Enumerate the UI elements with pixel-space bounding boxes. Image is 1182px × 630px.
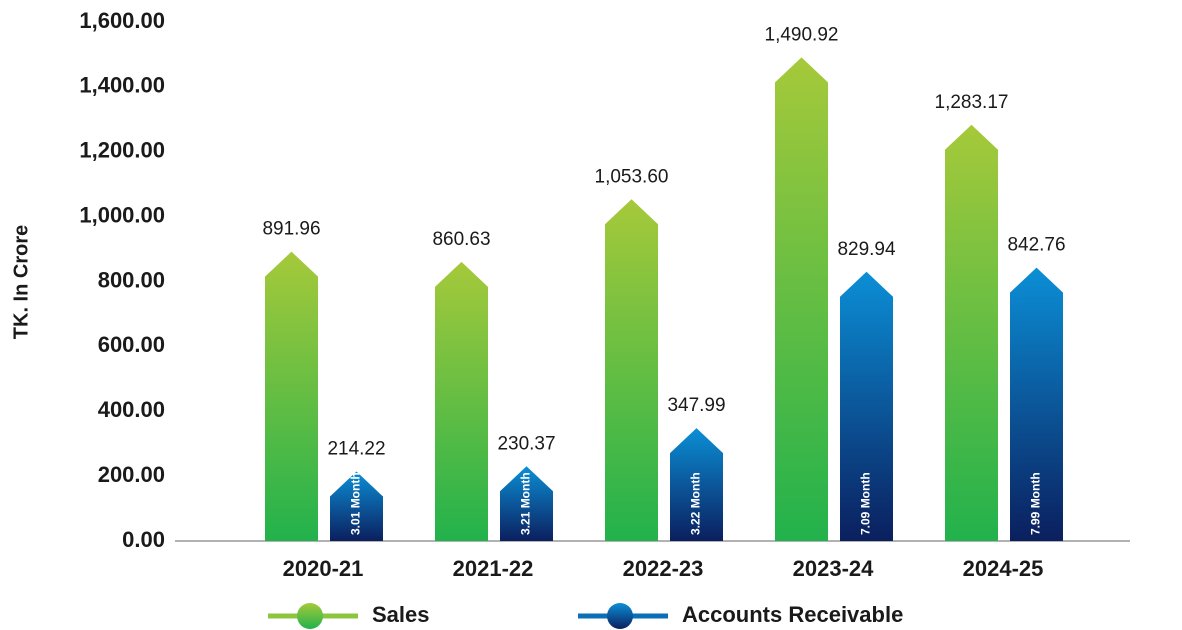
value-label: 891.96 [262,219,320,240]
y-tick-label: 1,200.00 [79,138,165,163]
month-label: 3.01 Month [349,472,363,535]
bar [840,271,893,541]
bar [945,124,998,541]
y-tick-label: 1,600.00 [79,8,165,33]
bar [435,261,488,541]
x-tick-label: 2023-24 [793,556,875,581]
legend-label: Accounts Receivable [682,602,903,627]
y-tick-label: 400.00 [98,397,165,422]
month-label: 7.99 Month [1029,472,1043,535]
legend-marker [607,603,633,629]
legend-label: Sales [372,602,430,627]
value-label: 230.37 [497,433,555,454]
value-label: 347.99 [667,395,725,416]
y-tick-label: 1,000.00 [79,202,165,227]
x-tick-label: 2022-23 [623,556,704,581]
bar [500,466,553,541]
month-label: 3.22 Month [689,472,703,535]
bar [265,251,318,541]
month-label: 3.21 Month [519,472,533,535]
x-tick-label: 2020-21 [283,556,364,581]
y-tick-label: 1,400.00 [79,73,165,98]
x-tick-label: 2021-22 [453,556,534,581]
legend-marker [297,603,323,629]
bar [775,57,828,542]
y-tick-label: 800.00 [98,267,165,292]
value-label: 214.22 [327,439,385,460]
bar [330,471,383,541]
y-tick-label: 600.00 [98,332,165,357]
value-label: 1,283.17 [935,92,1009,113]
x-tick-label: 2024-25 [963,556,1044,581]
bar [670,428,723,541]
value-label: 860.63 [432,229,490,250]
y-tick-label: 200.00 [98,462,165,487]
month-label: 7.09 Month [859,472,873,535]
value-label: 842.76 [1007,235,1065,256]
bar [605,199,658,541]
value-label: 1,053.60 [595,166,669,187]
bar [1010,267,1063,541]
value-label: 1,490.92 [765,24,839,45]
y-tick-label: 0.00 [122,527,165,552]
value-label: 829.94 [837,239,896,260]
y-axis-label: TK. In Crore [10,225,32,339]
